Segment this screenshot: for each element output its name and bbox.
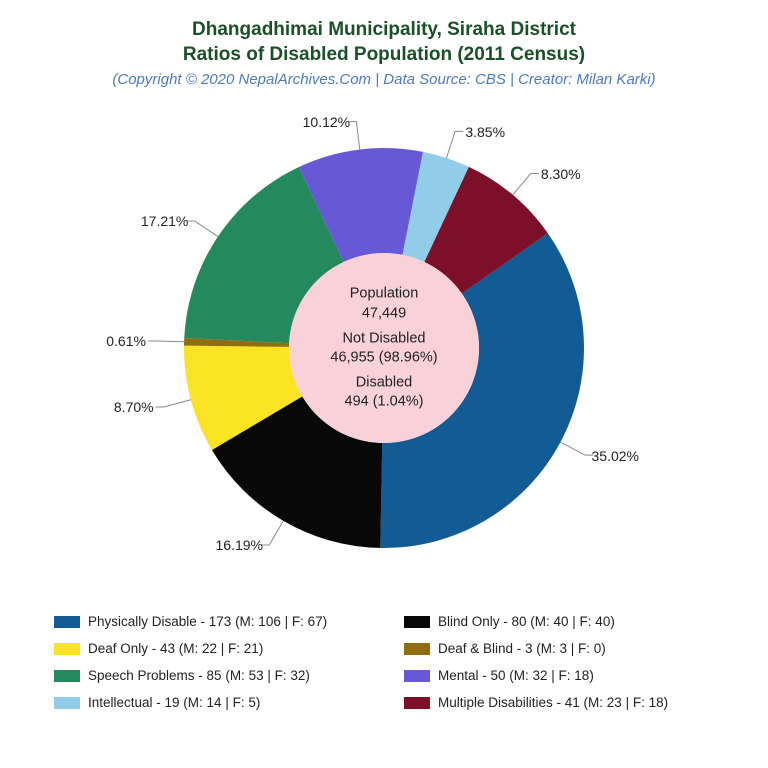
legend-swatch [54,670,80,682]
center-population-label: Population [294,285,474,305]
slice-label: 3.85% [465,124,505,140]
center-disabled-value: 494 (1.04%) [294,393,474,413]
leader-line [187,221,218,237]
leader-line [156,400,191,407]
donut-chart: Population 47,449 Not Disabled 46,955 (9… [114,98,654,598]
legend-item: Multiple Disabilities - 41 (M: 23 | F: 1… [404,695,714,710]
legend-swatch [404,643,430,655]
legend-swatch [54,616,80,628]
center-notdisabled-label: Not Disabled [294,329,474,349]
legend-item: Speech Problems - 85 (M: 53 | F: 32) [54,668,364,683]
slice-label: 16.19% [216,537,263,553]
slice-label: 8.30% [541,166,581,182]
legend-text: Speech Problems - 85 (M: 53 | F: 32) [88,668,310,683]
leader-line [561,442,594,455]
subtitle: (Copyright © 2020 NepalArchives.Com | Da… [112,71,655,88]
center-disabled-label: Disabled [294,373,474,393]
legend: Physically Disable - 173 (M: 106 | F: 67… [54,614,714,710]
legend-text: Physically Disable - 173 (M: 106 | F: 67… [88,614,327,629]
legend-item: Physically Disable - 173 (M: 106 | F: 67… [54,614,364,629]
slice-label: 0.61% [106,333,146,349]
legend-item: Intellectual - 19 (M: 14 | F: 5) [54,695,364,710]
legend-swatch [54,643,80,655]
legend-swatch [404,670,430,682]
leader-line [446,132,463,159]
slice-label: 35.02% [591,448,638,464]
title-line-2: Ratios of Disabled Population (2011 Cens… [112,43,655,68]
legend-text: Mental - 50 (M: 32 | F: 18) [438,668,594,683]
legend-text: Deaf Only - 43 (M: 22 | F: 21) [88,641,263,656]
title-line-1: Dhangadhimai Municipality, Siraha Distri… [112,18,655,43]
legend-item: Deaf Only - 43 (M: 22 | F: 21) [54,641,364,656]
leader-line [148,341,184,342]
leader-line [513,174,539,195]
center-label: Population 47,449 Not Disabled 46,955 (9… [294,280,474,417]
title-block: Dhangadhimai Municipality, Siraha Distri… [112,18,655,88]
legend-swatch [404,697,430,709]
legend-text: Deaf & Blind - 3 (M: 3 | F: 0) [438,641,606,656]
legend-text: Multiple Disabilities - 41 (M: 23 | F: 1… [438,695,668,710]
legend-text: Intellectual - 19 (M: 14 | F: 5) [88,695,260,710]
legend-text: Blind Only - 80 (M: 40 | F: 40) [438,614,615,629]
legend-swatch [404,616,430,628]
legend-item: Mental - 50 (M: 32 | F: 18) [404,668,714,683]
center-notdisabled-value: 46,955 (98.96%) [294,348,474,368]
slice-label: 10.12% [303,114,350,130]
legend-item: Deaf & Blind - 3 (M: 3 | F: 0) [404,641,714,656]
legend-item: Blind Only - 80 (M: 40 | F: 40) [404,614,714,629]
legend-swatch [54,697,80,709]
leader-line [261,521,283,545]
center-population-value: 47,449 [294,304,474,324]
slice-label: 8.70% [114,399,154,415]
slice-label: 17.21% [141,213,188,229]
